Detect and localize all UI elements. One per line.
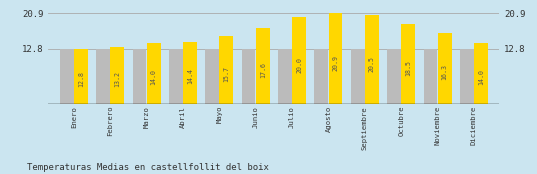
Text: 20.9: 20.9 xyxy=(332,56,338,71)
Bar xyxy=(256,28,270,104)
Bar xyxy=(74,49,88,104)
Bar xyxy=(147,43,161,104)
Bar xyxy=(60,49,74,104)
Text: 12.8: 12.8 xyxy=(78,71,84,87)
Bar xyxy=(133,49,147,104)
Bar xyxy=(424,49,438,104)
Bar xyxy=(278,49,292,104)
Bar xyxy=(438,33,452,104)
Bar xyxy=(242,49,256,104)
Text: 14.4: 14.4 xyxy=(187,68,193,84)
Bar xyxy=(292,17,306,104)
Bar xyxy=(365,15,379,104)
Text: 20.0: 20.0 xyxy=(296,57,302,73)
Bar xyxy=(351,49,365,104)
Text: 13.2: 13.2 xyxy=(114,70,120,86)
Bar xyxy=(96,49,110,104)
Text: 17.6: 17.6 xyxy=(260,62,266,78)
Bar xyxy=(387,49,401,104)
Text: 20.5: 20.5 xyxy=(369,56,375,72)
Text: 14.0: 14.0 xyxy=(478,69,484,85)
Bar xyxy=(169,49,183,104)
Bar xyxy=(220,36,233,104)
Bar xyxy=(401,24,415,104)
Bar xyxy=(205,49,219,104)
Bar xyxy=(183,42,197,104)
Text: 15.7: 15.7 xyxy=(223,66,229,82)
Bar xyxy=(460,49,474,104)
Text: Temperaturas Medias en castellfollit del boix: Temperaturas Medias en castellfollit del… xyxy=(27,163,268,172)
Text: 14.0: 14.0 xyxy=(151,69,157,85)
Bar xyxy=(474,43,488,104)
Bar xyxy=(329,13,343,104)
Text: 16.3: 16.3 xyxy=(441,64,448,80)
Text: 18.5: 18.5 xyxy=(405,60,411,76)
Bar xyxy=(315,49,328,104)
Bar xyxy=(111,47,124,104)
